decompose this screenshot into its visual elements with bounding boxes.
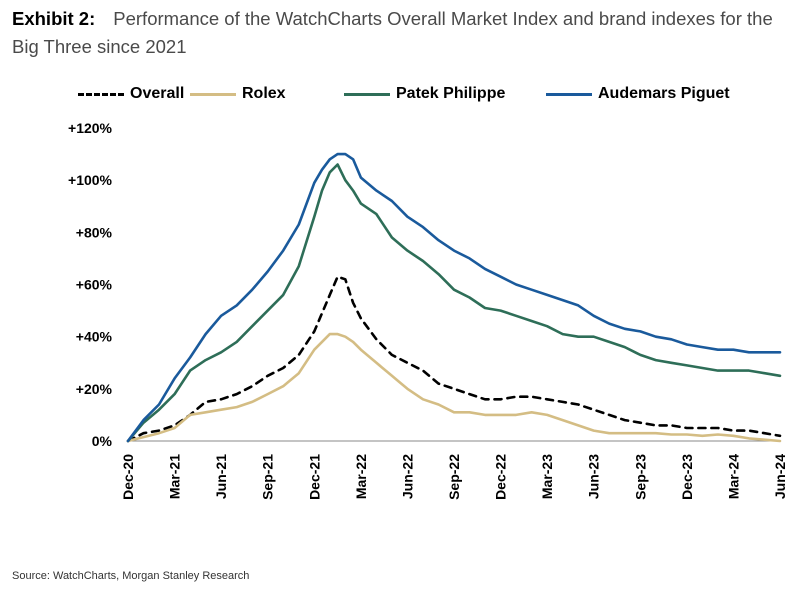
- x-tick-label: Dec-21: [306, 454, 322, 500]
- x-tick-label: Sep-22: [446, 454, 462, 500]
- x-tick-label: Dec-20: [120, 454, 136, 500]
- legend-item: Patek Philippe: [344, 83, 505, 105]
- legend-swatch: [344, 92, 390, 96]
- x-tick-label: Mar-24: [725, 454, 741, 499]
- source-note: Source: WatchCharts, Morgan Stanley Rese…: [12, 570, 250, 582]
- series-line-audemars-piguet: [126, 152, 782, 443]
- y-tick-label: +20%: [76, 381, 113, 397]
- series-line-rolex: [126, 332, 782, 443]
- series-line-patek-philippe: [126, 163, 782, 443]
- series-line-overall: [126, 275, 782, 443]
- legend-swatch: [546, 92, 592, 96]
- y-tick-label: 0%: [92, 433, 113, 449]
- x-tick-label: Sep-21: [260, 454, 276, 500]
- legend-swatch: [78, 92, 124, 96]
- legend-item: Overall: [78, 83, 184, 105]
- x-tick-label: Mar-21: [167, 454, 183, 499]
- x-tick-label: Mar-23: [539, 454, 555, 499]
- x-tick-label: Jun-22: [399, 454, 415, 499]
- legend-item: Rolex: [190, 83, 286, 105]
- legend-label: Overall: [130, 85, 185, 102]
- x-tick-label: Jun-21: [213, 454, 229, 499]
- y-tick-label: +60%: [76, 277, 113, 293]
- chart-title: Performance of the WatchCharts Overall M…: [12, 8, 773, 57]
- legend-label: Audemars Piguet: [598, 85, 730, 102]
- legend-label: Rolex: [242, 85, 286, 102]
- legend-item: Audemars Piguet: [546, 83, 730, 105]
- x-tick-label: Jun-24: [772, 454, 788, 499]
- x-tick-label: Mar-22: [353, 454, 369, 499]
- y-tick-label: +100%: [68, 172, 113, 188]
- chart-legend: Overall Rolex Patek Philippe Audemars Pigue…: [78, 83, 798, 105]
- legend-label: Patek Philippe: [396, 85, 506, 102]
- exhibit-label: Exhibit 2:: [12, 8, 96, 29]
- x-tick-label: Dec-23: [679, 454, 695, 500]
- y-tick-label: +40%: [76, 329, 113, 345]
- legend-swatch: [190, 92, 236, 96]
- x-tick-label: Sep-23: [632, 454, 648, 500]
- chart-header: Exhibit 2: Performance of the WatchCharts…: [12, 5, 797, 61]
- x-tick-label: Jun-23: [586, 454, 602, 499]
- y-tick-label: +80%: [76, 224, 113, 240]
- y-tick-label: +120%: [68, 120, 113, 136]
- x-tick-label: Dec-22: [493, 454, 509, 500]
